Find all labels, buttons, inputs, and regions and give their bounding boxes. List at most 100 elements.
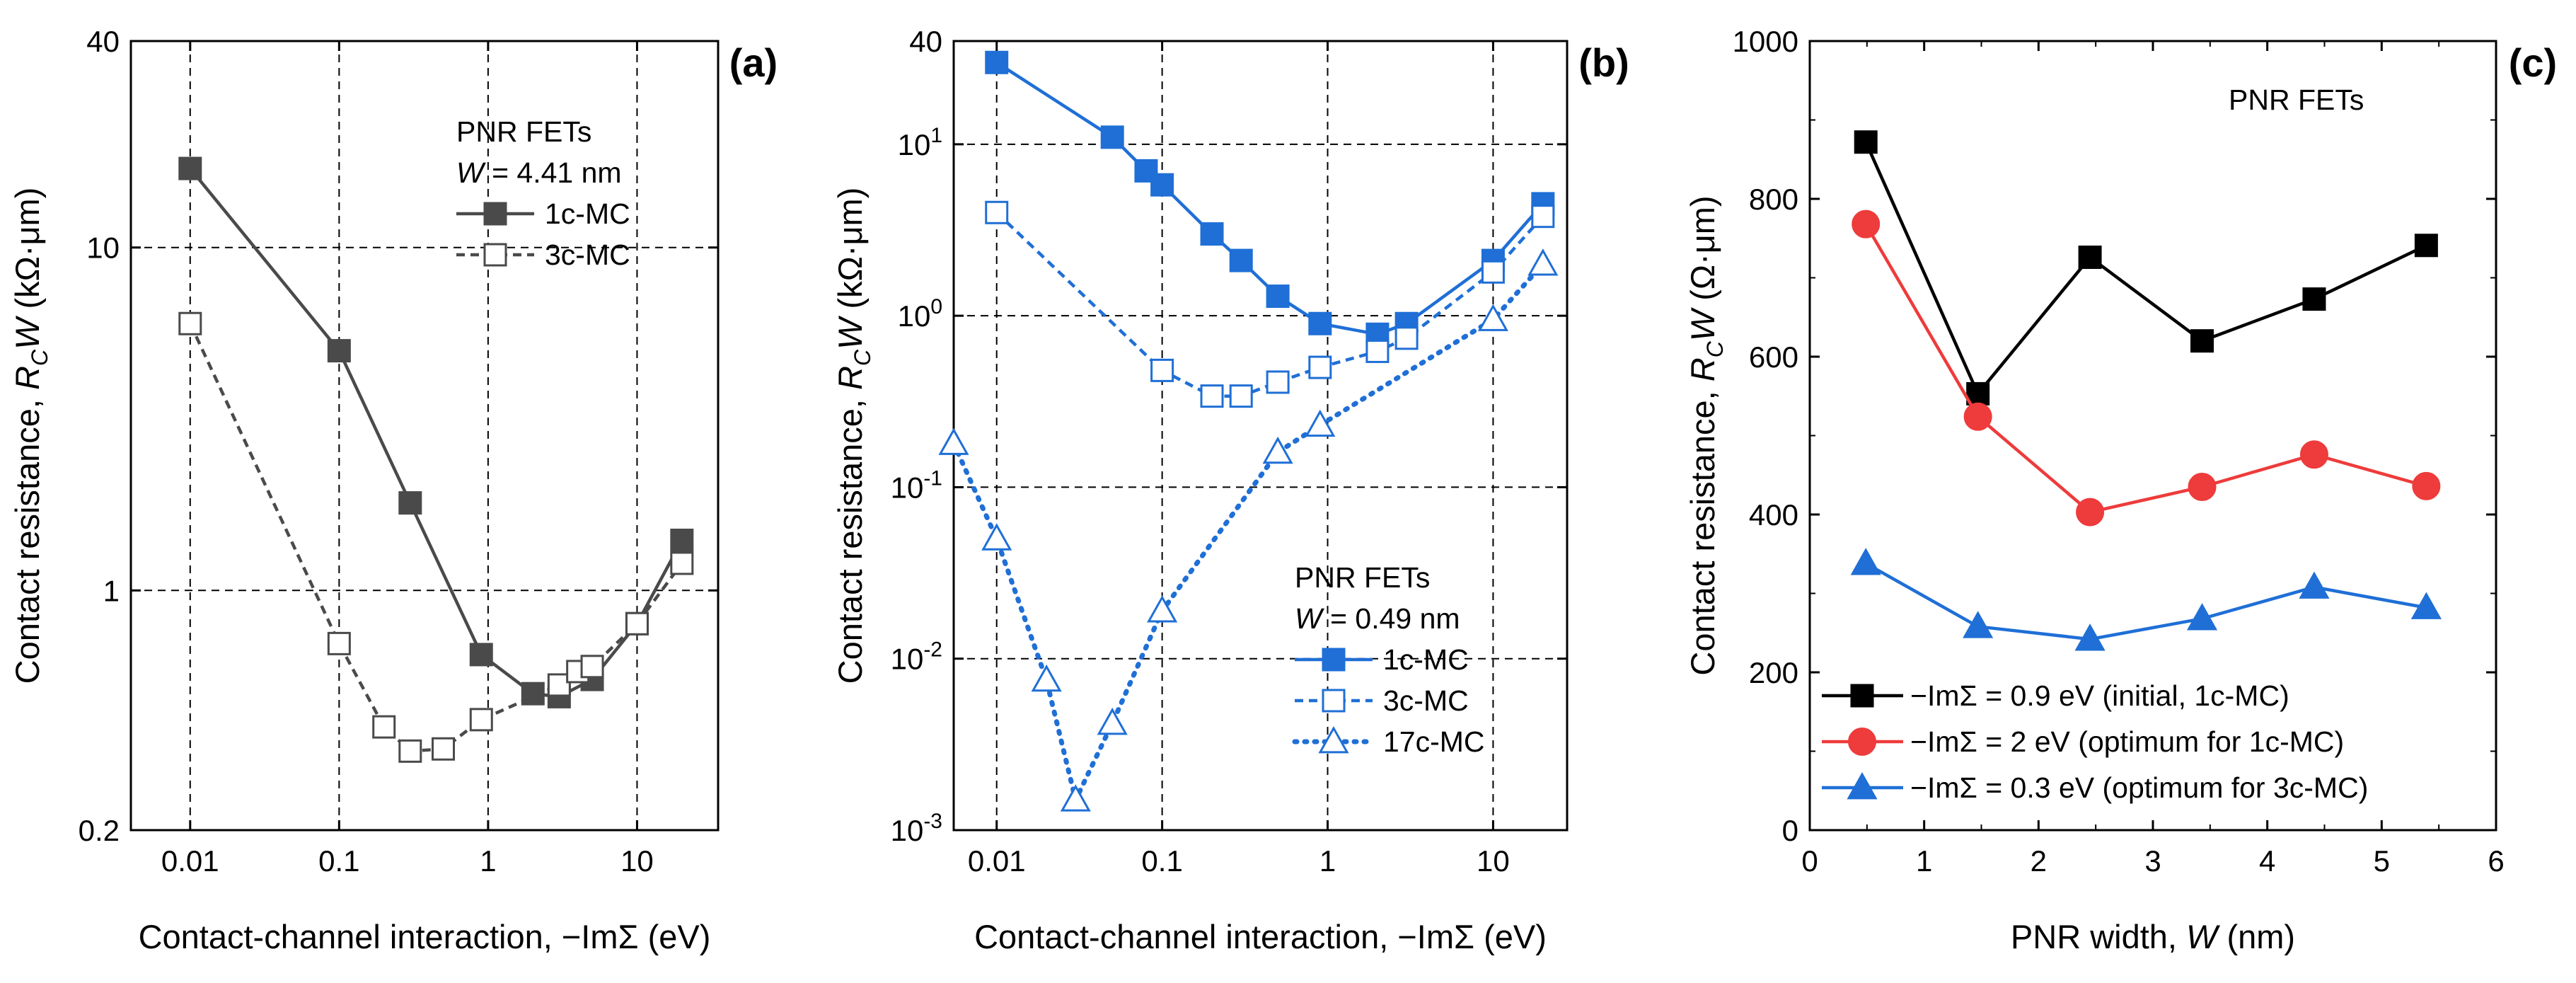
data-point <box>625 611 649 636</box>
x-tick-label: 0.1 <box>318 844 359 878</box>
data-point <box>432 737 456 761</box>
y-tick-label: 400 <box>1749 498 1798 531</box>
series-line <box>1864 141 2427 397</box>
y-tick-label: 10-2 <box>891 638 942 676</box>
axis-ticks: 0 1 2 3 4 5 6 0 200 400 600 800 1000 <box>1733 25 2505 878</box>
y-tick-label: 10-1 <box>891 466 942 504</box>
data-point <box>670 528 694 552</box>
data-point <box>398 739 422 763</box>
x-tick-label: 6 <box>2488 844 2504 878</box>
data-point <box>670 551 694 575</box>
y-axis-label: Contact resistance, RCW (Ω·μm) <box>1684 195 1728 675</box>
data-point <box>1308 311 1332 335</box>
series--im-2-ev-optimum-for-1c-mc- <box>1852 209 2441 527</box>
axis-ticks: 0.01 0.1 1 10 10-3 10-2 10-1 100 101 40 <box>891 25 1567 878</box>
data-point <box>469 708 493 732</box>
data-point <box>1100 125 1124 149</box>
grid-lines <box>954 41 1567 830</box>
x-tick-label: 0.01 <box>161 844 219 878</box>
chart-panel-1: 0.01 0.1 1 10 0.2 1 10 40 Contact-channel intera… <box>8 25 778 955</box>
data-point <box>1150 358 1174 382</box>
panel-label: (c) <box>2509 40 2557 85</box>
data-point <box>1481 260 1505 284</box>
x-tick-label: 2 <box>2031 844 2047 878</box>
legend-marker <box>1848 728 1876 756</box>
axis-ticks: 0.01 0.1 1 10 0.2 1 10 40 <box>79 25 718 878</box>
x-tick-label: 5 <box>2374 844 2390 878</box>
data-point <box>2078 246 2102 270</box>
data-point <box>985 200 1009 224</box>
legend-label: −ImΣ = 0.9 eV (initial, 1c-MC) <box>1910 679 2289 712</box>
legend-label: 1c-MC <box>1383 643 1469 676</box>
data-point <box>580 655 604 679</box>
legend: PNR FETs W = 4.41 nm 1c-MC 3c-MC <box>456 115 630 271</box>
legend-label: 3c-MC <box>545 238 630 271</box>
legend-marker <box>1850 684 1874 708</box>
x-axis-label: Contact-channel interaction, −ImΣ (eV) <box>974 918 1547 955</box>
legend-title: PNR FETs <box>456 115 591 148</box>
data-point <box>1229 384 1253 408</box>
data-point <box>1229 248 1253 272</box>
chart-annotation: PNR FETs <box>2229 84 2364 116</box>
x-axis-label: PNR width, W (nm) <box>2011 918 2295 955</box>
x-tick-label: 0.1 <box>1141 844 1182 878</box>
legend-marker <box>1318 725 1349 754</box>
data-point <box>938 427 969 455</box>
data-point <box>1477 304 1508 331</box>
y-tick-label: 600 <box>1749 340 1798 374</box>
data-point <box>2299 571 2330 599</box>
series-1c-mc <box>985 50 1555 346</box>
y-axis-label: Contact resistance, RCW (kΩ·μm) <box>831 188 875 684</box>
x-tick-label: 4 <box>2259 844 2275 878</box>
data-point <box>2414 234 2438 258</box>
data-point <box>1852 209 1881 238</box>
data-point <box>2186 603 2218 631</box>
chart-panel-2: 0.01 0.1 1 10 10-3 10-2 10-1 100 101 40 Contact-ch… <box>831 25 1629 955</box>
x-tick-label: 10 <box>1477 844 1510 878</box>
data-point <box>981 523 1012 551</box>
plot-frame <box>952 40 1569 832</box>
y-tick-label: 200 <box>1749 656 1798 689</box>
legend-marker <box>1322 689 1346 713</box>
data-point <box>1963 611 1994 638</box>
y-tick-label: 0.2 <box>79 814 120 847</box>
data-point <box>2190 329 2214 353</box>
data-point <box>1266 284 1290 309</box>
data-point <box>1963 402 1992 431</box>
data-point <box>2412 471 2441 500</box>
y-tick-label: 10-3 <box>891 810 942 847</box>
data-point <box>1394 326 1419 350</box>
y-tick-label: 100 <box>898 295 942 333</box>
data-point <box>2076 498 2105 527</box>
series-3c-mc <box>178 311 694 763</box>
legend-marker <box>483 243 507 267</box>
series--im-0-9-ev-initial-1c-mc- <box>1854 130 2438 406</box>
data-point <box>1147 595 1178 623</box>
series-line <box>188 323 683 753</box>
x-tick-label: 1 <box>1319 844 1336 878</box>
x-tick-label: 1 <box>1916 844 1932 878</box>
data-point <box>1200 384 1224 408</box>
chart-panel-3: 0 1 2 3 4 5 6 0 200 400 600 800 1000 PNR width, W (nm… <box>1684 25 2557 955</box>
y-tick-label: 10 <box>86 231 120 265</box>
plot-frame <box>129 40 720 832</box>
data-point <box>178 311 202 335</box>
data-point <box>1308 355 1332 379</box>
data-point <box>1097 707 1128 735</box>
data-point <box>1031 664 1062 692</box>
data-point <box>2299 440 2328 469</box>
data-point <box>327 339 351 363</box>
data-point <box>2302 287 2326 311</box>
legend-label: −ImΣ = 0.3 eV (optimum for 3c-MC) <box>1910 771 2368 804</box>
legend-marker <box>1322 648 1346 672</box>
series-line <box>1864 223 2427 515</box>
legend: −ImΣ = 0.9 eV (initial, 1c-MC) −ImΣ = 2 e… <box>1822 679 2368 804</box>
y-tick-label: 40 <box>909 25 942 58</box>
data-point <box>2410 592 2442 619</box>
data-point <box>327 631 351 655</box>
x-tick-label: 0 <box>1801 844 1818 878</box>
data-point <box>1200 222 1224 246</box>
data-point <box>398 491 422 515</box>
data-point <box>1365 339 1390 363</box>
